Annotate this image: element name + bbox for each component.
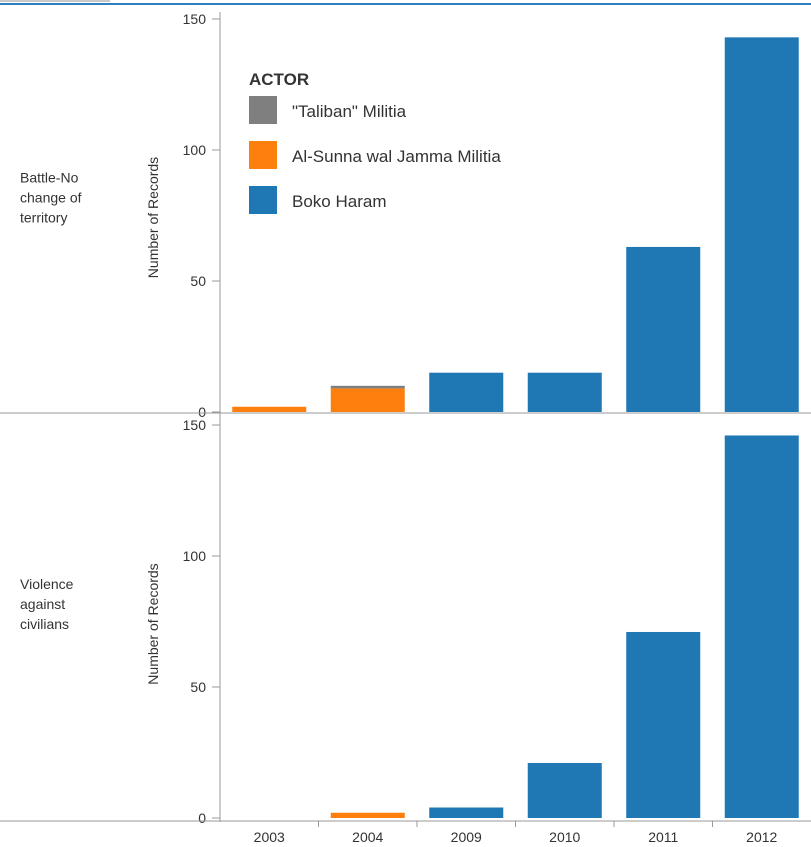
row-label: Battle-No change of territory [20,170,82,226]
legend-entry: "Taliban" Militia [292,102,407,121]
legend-swatch [249,96,277,124]
y-tick-label: 150 [183,417,207,433]
legend-swatch [249,141,277,169]
bar [429,807,504,818]
y-tick-label: 50 [190,273,206,289]
bar [626,631,701,818]
bar [232,406,307,412]
bar [527,762,602,818]
row-label-line: change of [20,190,82,206]
bar [724,435,799,818]
x-tick-label: 2010 [549,829,580,845]
row-label: Violence against civilians [20,576,74,632]
row-label-line: Violence [20,576,74,592]
panel-1: Battle-No change of territory Number of Rec… [20,11,799,420]
y-tick-label: 50 [190,679,206,695]
y-tick-label: 150 [183,11,207,27]
bar [724,37,799,413]
x-tick-label: 2011 [648,829,678,845]
legend-title: ACTOR [249,70,309,89]
x-tick-label: 2009 [451,829,482,845]
x-tick-label: 2012 [746,829,777,845]
row-label-line: civilians [20,616,69,632]
y-tick-label: 0 [198,810,206,826]
legend-swatch [249,186,277,214]
x-tick-label: 2003 [254,829,285,845]
row-label-line: territory [20,210,67,226]
bar [429,372,504,412]
y-tick-label: 100 [183,548,207,564]
y-tick-label: 0 [198,404,206,420]
y-axis-label: Number of Records [145,563,161,684]
y-axis-label: Number of Records [145,157,161,278]
x-tick-label: 2004 [352,829,383,845]
legend-entry: Al-Sunna wal Jamma Militia [292,147,501,166]
bar [626,246,701,412]
bar [330,388,405,412]
y-tick-label: 100 [183,142,207,158]
bar [330,812,405,818]
legend-entry: Boko Haram [292,192,386,211]
bar [527,372,602,412]
panel-2: Violence against civilians Number of Record… [20,417,799,826]
row-label-line: Battle-No [20,170,79,186]
bar [330,385,405,389]
row-label-line: against [20,596,65,612]
